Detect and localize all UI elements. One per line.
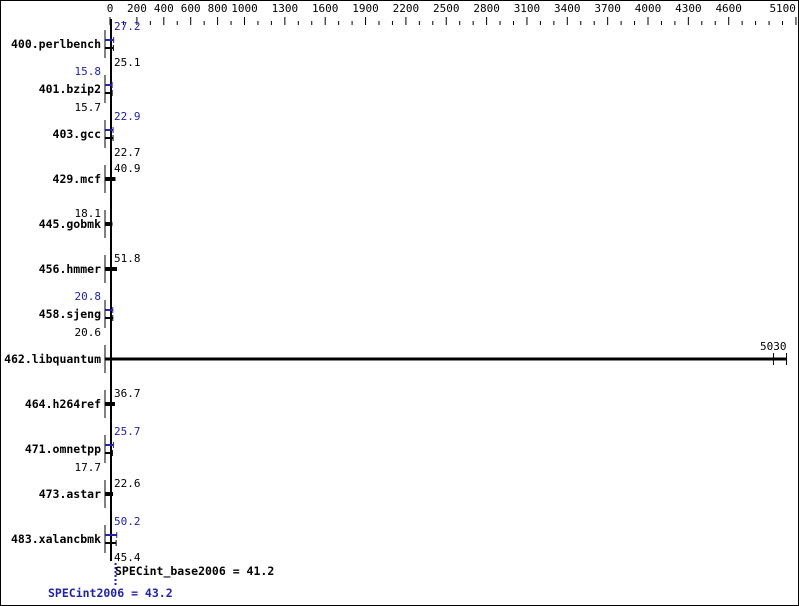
x-tick-label: 1900 <box>352 2 379 15</box>
benchmark-label: 403.gcc <box>53 127 101 141</box>
benchmark-label: 471.omnetpp <box>25 442 101 456</box>
benchmark-label: 429.mcf <box>53 172 102 186</box>
benchmark-label: 458.sjeng <box>39 307 101 321</box>
x-tick-label: 800 <box>208 2 228 15</box>
base-value-label: 20.6 <box>75 326 102 339</box>
x-tick-label: 1000 <box>231 2 258 15</box>
base-value-label: 17.7 <box>75 461 102 474</box>
x-tick-label: 4600 <box>715 2 742 15</box>
base-summary-label: SPECint_base2006 = 41.2 <box>115 564 274 579</box>
benchmark-label: 401.bzip2 <box>39 82 101 96</box>
x-tick-label: 4000 <box>635 2 662 15</box>
base-value-label: 36.7 <box>114 387 141 400</box>
x-tick-label: 3400 <box>554 2 581 15</box>
x-tick-label: 1600 <box>312 2 339 15</box>
x-tick-label: 5100 <box>769 2 796 15</box>
x-tick-label: 2200 <box>393 2 420 15</box>
base-value-label: 22.7 <box>114 146 141 159</box>
x-tick-label: 1300 <box>272 2 299 15</box>
benchmark-label: 462.libquantum <box>4 352 101 366</box>
benchmark-label: 456.hmmer <box>39 262 101 276</box>
peak-value-label: 22.9 <box>114 110 141 123</box>
base-value-label: 5030 <box>760 340 787 353</box>
x-tick-label: 2500 <box>433 2 460 15</box>
peak-summary-label: SPECint2006 = 43.2 <box>48 586 173 600</box>
x-tick-label: 3700 <box>594 2 621 15</box>
benchmark-label: 464.h264ref <box>25 397 101 411</box>
benchmark-label: 473.astar <box>39 487 101 501</box>
benchmark-label: 400.perlbench <box>11 37 101 51</box>
x-tick-label: 2800 <box>473 2 500 15</box>
base-value-label: 18.1 <box>75 207 102 220</box>
x-tick-label: 400 <box>154 2 174 15</box>
x-tick-label: 4300 <box>675 2 702 15</box>
peak-value-label: 27.2 <box>114 20 141 33</box>
benchmark-label: 483.xalancbmk <box>11 532 101 546</box>
base-value-label: 25.1 <box>114 56 141 69</box>
x-tick-label: 600 <box>181 2 201 15</box>
benchmark-label: 445.gobmk <box>39 217 101 231</box>
base-value-label: 45.4 <box>114 551 141 564</box>
base-value-label: 51.8 <box>114 252 141 265</box>
base-value-label: 40.9 <box>114 162 141 175</box>
base-value-label: 15.7 <box>75 101 102 114</box>
peak-value-label: 15.8 <box>75 65 102 78</box>
base-value-label: 22.6 <box>114 477 141 490</box>
x-tick-label: 3100 <box>514 2 541 15</box>
peak-value-label: 25.7 <box>114 425 141 438</box>
x-tick-label: 200 <box>127 2 147 15</box>
x-tick-label: 0 <box>107 2 114 15</box>
peak-value-label: 50.2 <box>114 515 141 528</box>
peak-value-label: 20.8 <box>75 290 102 303</box>
